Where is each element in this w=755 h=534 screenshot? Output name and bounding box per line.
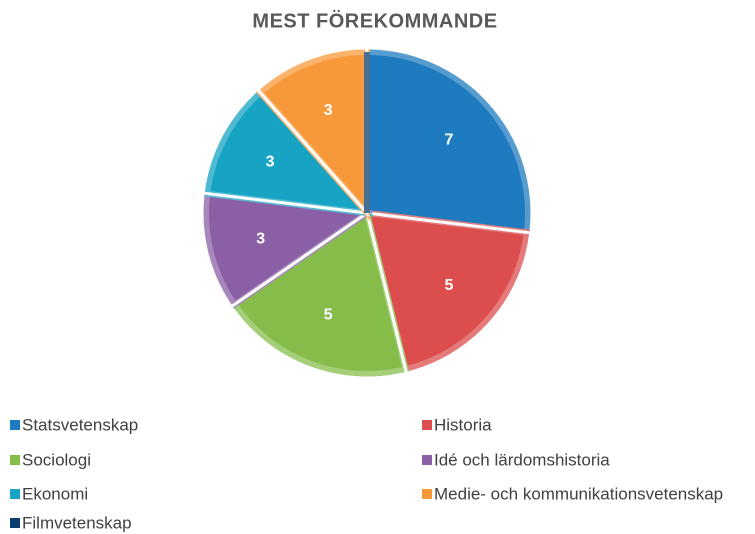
legend-label: Historia — [434, 415, 492, 434]
pie-slice — [364, 48, 531, 236]
pie-slice — [256, 48, 370, 221]
legend-swatch — [10, 518, 20, 528]
legend-label: Medie- och kommunikationsvetenskap — [434, 484, 723, 503]
legend-swatch — [422, 489, 432, 499]
legend-swatch — [10, 420, 20, 430]
data-label: 5 — [324, 307, 333, 324]
slice-outline — [201, 87, 371, 215]
data-label: 7 — [444, 132, 453, 149]
pie-slice — [230, 208, 410, 377]
data-label: 3 — [324, 102, 333, 119]
legend-swatch — [10, 489, 20, 499]
slice-outline — [365, 46, 534, 235]
pie-slice — [363, 209, 531, 373]
legend-label: Statsvetenskap — [22, 415, 138, 434]
data-label: 3 — [256, 230, 265, 247]
legend-swatch — [422, 455, 432, 465]
slice-outline — [200, 191, 372, 309]
data-label: 3 — [266, 153, 275, 170]
legend-swatch — [10, 455, 20, 465]
chart-title: MEST FÖREKOMMANDE — [252, 9, 497, 32]
pie-slice — [203, 88, 375, 217]
legend-swatch — [422, 420, 432, 430]
slice-outline — [365, 211, 533, 376]
legend-label: Sociologi — [22, 450, 91, 469]
slice-outline — [229, 210, 409, 380]
legend-label: Filmvetenskap — [22, 513, 132, 532]
legend-label: Idé och lärdomshistoria — [434, 450, 610, 469]
legend-label: Ekonomi — [22, 484, 88, 503]
pie-slice — [203, 190, 376, 309]
slice-outline — [255, 46, 369, 217]
data-label: 5 — [444, 277, 453, 294]
